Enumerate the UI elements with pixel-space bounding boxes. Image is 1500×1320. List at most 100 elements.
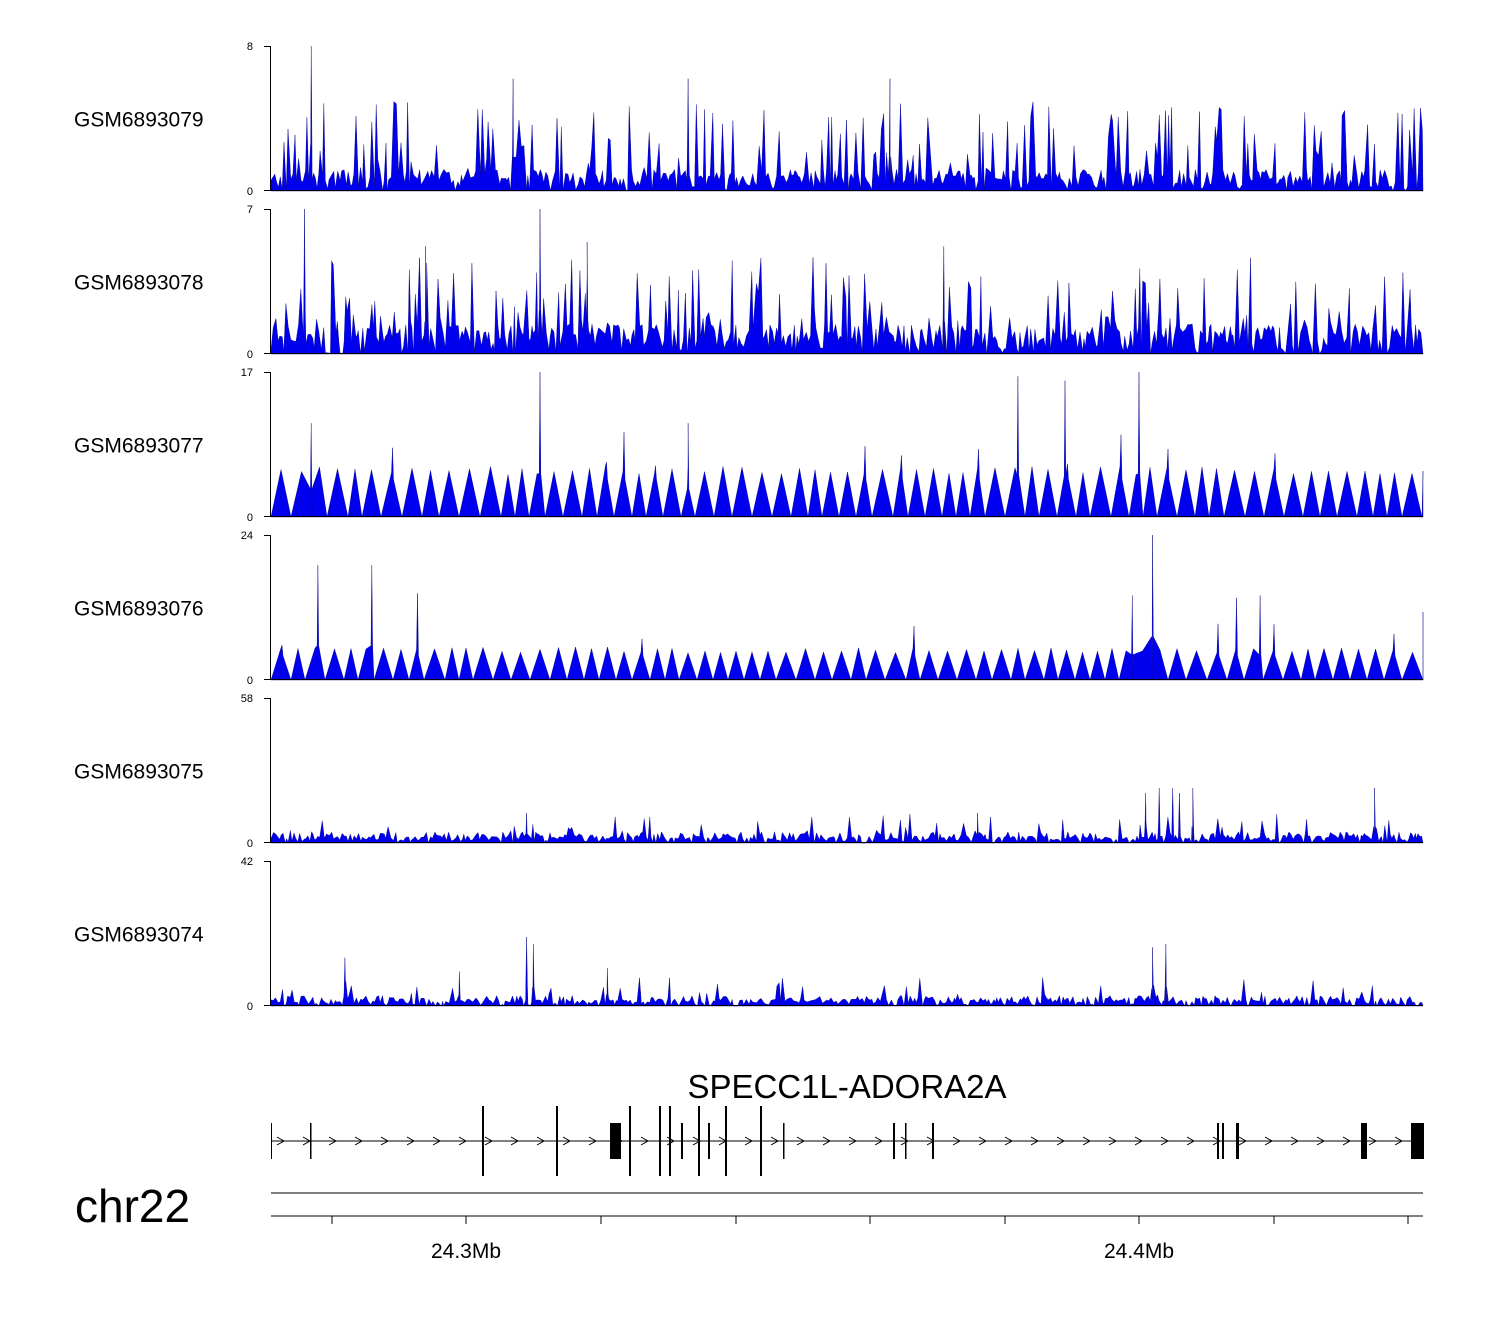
strand-arrow (1264, 1136, 1274, 1146)
exon (698, 1106, 700, 1176)
exon (905, 1123, 907, 1159)
track-label: GSM6893075 (74, 761, 204, 784)
strand-arrow (874, 1136, 884, 1146)
track-GSM6893075: GSM6893075 58 0 (74, 693, 1424, 850)
y-tick-label-min: 0 (247, 512, 253, 524)
strand-arrow (900, 1136, 910, 1146)
exon (1236, 1123, 1239, 1159)
exon (932, 1123, 934, 1159)
track-GSM6893077: GSM6893077 17 0 (74, 367, 1424, 524)
strand-arrow (1238, 1136, 1248, 1146)
strand-arrow (952, 1136, 962, 1146)
coverage-area (270, 208, 1424, 355)
exon (556, 1106, 558, 1176)
chromosome-label: chr22 (75, 1180, 190, 1232)
exon (783, 1123, 785, 1159)
strand-arrow (1134, 1136, 1144, 1146)
exon (1361, 1123, 1367, 1159)
exon (681, 1123, 683, 1159)
y-tick-label-max: 8 (247, 41, 253, 53)
axis-tick-label: 24.3Mb (431, 1240, 501, 1263)
track-GSM6893076: GSM6893076 24 0 (74, 530, 1424, 687)
strand-arrow (536, 1136, 546, 1146)
exon (610, 1123, 621, 1159)
axis-marks: 24.3Mb 24.4Mb (271, 1192, 1423, 1263)
exon (482, 1106, 484, 1176)
strand-arrow (1030, 1136, 1040, 1146)
y-tick-label-max: 17 (241, 367, 253, 379)
exon (760, 1106, 762, 1176)
exon (1411, 1123, 1424, 1159)
exon (659, 1106, 661, 1176)
strand-arrow (1160, 1136, 1170, 1146)
strand-arrow (1108, 1136, 1118, 1146)
strand-arrow (640, 1136, 650, 1146)
track-label: GSM6893078 (74, 272, 204, 295)
strand-arrow (1004, 1136, 1014, 1146)
strand-arrow (744, 1136, 754, 1146)
y-tick-label-min: 0 (247, 838, 253, 850)
exon (310, 1123, 312, 1159)
gene-name-label: SPECC1L-ADORA2A (687, 1068, 1006, 1105)
strand-arrow (1290, 1136, 1300, 1146)
coverage-area (270, 45, 1424, 192)
track-GSM6893078: GSM6893078 7 0 (74, 204, 1424, 361)
track-label: GSM6893077 (74, 435, 204, 458)
strand-arrow (510, 1136, 520, 1146)
strand-arrow (562, 1136, 572, 1146)
strand-arrow (978, 1136, 988, 1146)
strand-arrow (432, 1136, 442, 1146)
exon (1222, 1123, 1224, 1159)
track-label: GSM6893079 (74, 109, 204, 132)
coverage-area (270, 534, 1424, 681)
exon (1217, 1123, 1219, 1159)
y-tick-label-min: 0 (247, 349, 253, 361)
y-tick-label-max: 7 (247, 204, 253, 216)
axis-tick-label: 24.4Mb (1104, 1240, 1174, 1263)
exon (725, 1106, 727, 1176)
y-tick-label-min: 0 (247, 1001, 253, 1013)
strand-arrow (1186, 1136, 1196, 1146)
y-tick-label-max: 42 (241, 856, 253, 868)
gene-track: SPECC1L-ADORA2A (271, 1068, 1424, 1176)
exon (708, 1123, 710, 1159)
strand-arrow (406, 1136, 416, 1146)
exon (629, 1106, 631, 1176)
strand-arrow (822, 1136, 832, 1146)
strand-arrow (770, 1136, 780, 1146)
strand-arrow (1082, 1136, 1092, 1146)
strand-arrow (796, 1136, 806, 1146)
exon (893, 1123, 895, 1159)
exon (271, 1123, 272, 1159)
strand-arrow (1394, 1136, 1404, 1146)
y-tick-label-min: 0 (247, 186, 253, 198)
strand-arrow (588, 1136, 598, 1146)
y-tick-label-min: 0 (247, 675, 253, 687)
strand-arrow (380, 1136, 390, 1146)
genome-axis: chr22 24.3Mb 24.4Mb (75, 1180, 1423, 1263)
coverage-area (270, 936, 1424, 1007)
strand-arrow (354, 1136, 364, 1146)
coverage-area (270, 787, 1424, 844)
coverage-tracks: GSM689307980GSM689307870GSM6893077170GSM… (74, 41, 1424, 1013)
y-tick-label-max: 24 (241, 530, 253, 542)
track-label: GSM6893076 (74, 598, 204, 621)
strand-arrow (1368, 1136, 1378, 1146)
strand-arrow (328, 1136, 338, 1146)
strand-arrow (1342, 1136, 1352, 1146)
strand-arrow (1316, 1136, 1326, 1146)
gene-model (271, 1106, 1424, 1176)
strand-arrow (1212, 1136, 1222, 1146)
strand-arrow (848, 1136, 858, 1146)
y-tick-label-max: 58 (241, 693, 253, 705)
strand-arrow (484, 1136, 494, 1146)
coverage-area (270, 371, 1424, 518)
exon (669, 1106, 671, 1176)
strand-arrow (458, 1136, 468, 1146)
track-GSM6893074: GSM6893074 42 0 (74, 856, 1424, 1013)
strand-arrow (276, 1136, 286, 1146)
track-label: GSM6893074 (74, 924, 204, 947)
track-GSM6893079: GSM6893079 8 0 (74, 41, 1424, 198)
strand-arrow (1056, 1136, 1066, 1146)
